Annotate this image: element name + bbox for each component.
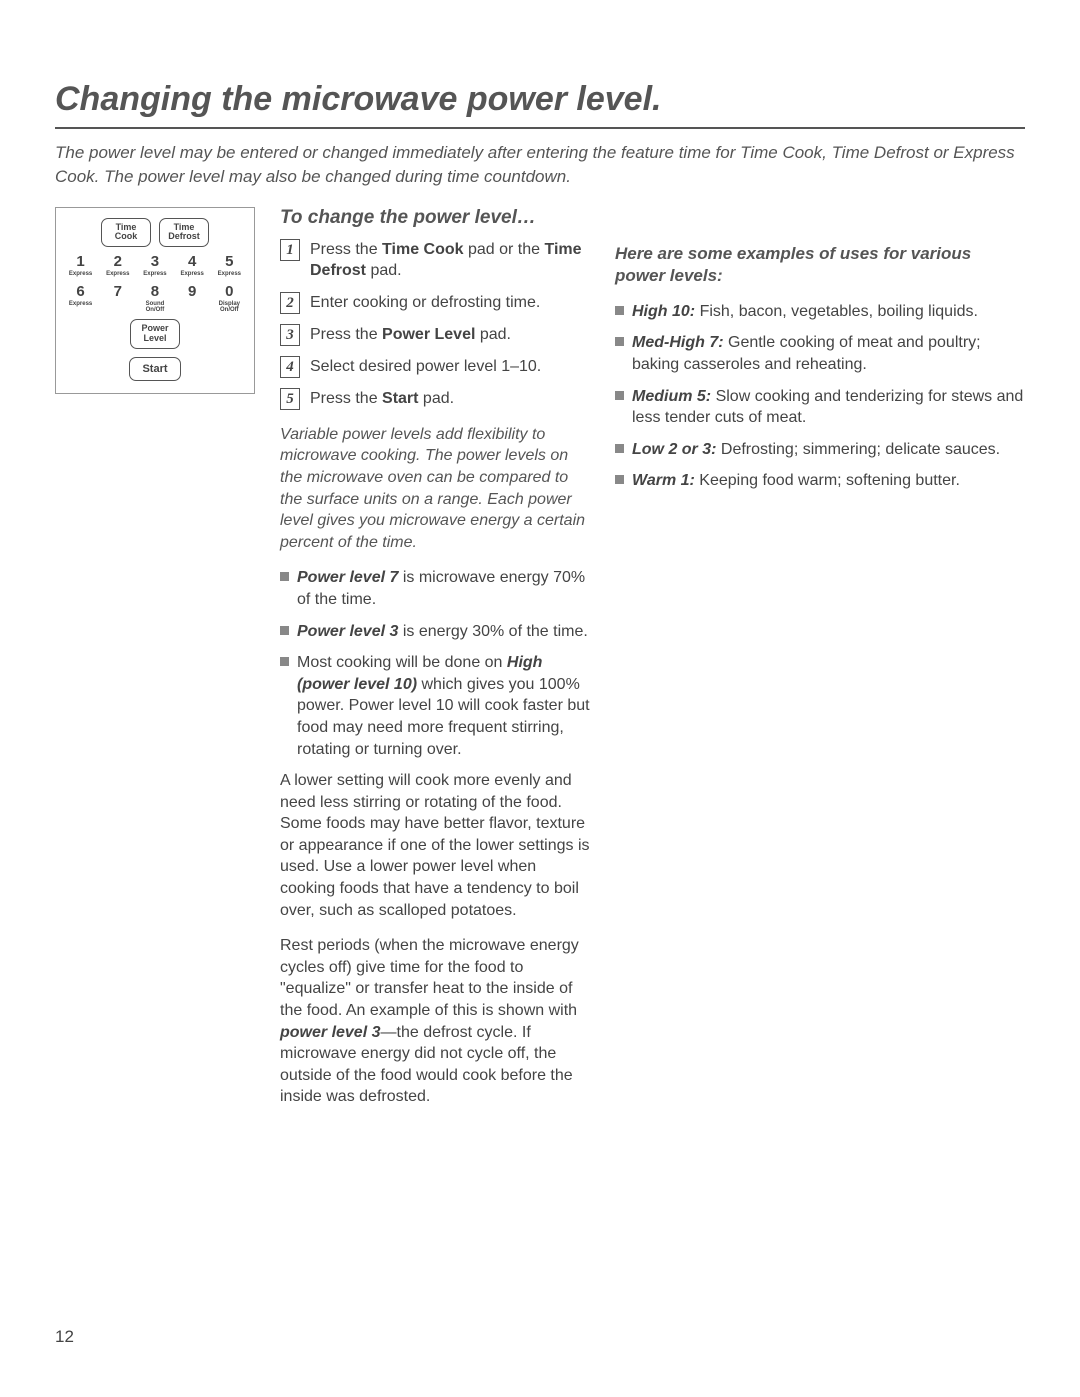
examples-heading: Here are some examples of uses for vario…	[615, 243, 1025, 287]
step-4: 4 Select desired power level 1–10.	[280, 356, 590, 378]
step-3: 3 Press the Power Level pad.	[280, 324, 590, 346]
step-number-icon: 1	[280, 239, 300, 261]
step-number-icon: 2	[280, 292, 300, 314]
square-bullet-icon	[280, 626, 289, 635]
keypad-time-cook: TimeCook	[101, 218, 151, 248]
step-2: 2 Enter cooking or defrosting time.	[280, 292, 590, 314]
keypad-diagram: TimeCook TimeDefrost 1Express 2Express 3…	[55, 207, 255, 395]
title-rule	[55, 127, 1025, 129]
rest-periods-paragraph: Rest periods (when the microwave energy …	[280, 935, 590, 1108]
sub-title: To change the power level…	[280, 207, 590, 229]
step-number-icon: 3	[280, 324, 300, 346]
step-number-icon: 4	[280, 356, 300, 378]
square-bullet-icon	[615, 306, 624, 315]
examples-column: Here are some examples of uses for vario…	[615, 207, 1025, 1122]
keypad-time-defrost: TimeDefrost	[159, 218, 209, 248]
square-bullet-icon	[615, 475, 624, 484]
page-number: 12	[55, 1327, 74, 1347]
intro-paragraph: The power level may be entered or change…	[55, 141, 1025, 189]
bullet-low-2-3: Low 2 or 3: Defrosting; simmering; delic…	[615, 439, 1025, 461]
bullet-medium-5: Medium 5: Slow cooking and tenderizing f…	[615, 386, 1025, 429]
lower-setting-paragraph: A lower setting will cook more evenly an…	[280, 770, 590, 921]
bullet-high-10-example: High 10: Fish, bacon, vegetables, boilin…	[615, 301, 1025, 323]
bullet-warm-1: Warm 1: Keeping food warm; softening but…	[615, 470, 1025, 492]
instructions-column: To change the power level… 1 Press the T…	[280, 207, 590, 1122]
step-1: 1 Press the Time Cook pad or the Time De…	[280, 239, 590, 282]
square-bullet-icon	[615, 337, 624, 346]
step-5: 5 Press the Start pad.	[280, 388, 590, 410]
square-bullet-icon	[615, 444, 624, 453]
square-bullet-icon	[280, 657, 289, 666]
bullet-high-10: Most cooking will be done on High (power…	[280, 652, 590, 760]
keypad-power-level: PowerLevel	[130, 319, 180, 349]
square-bullet-icon	[615, 391, 624, 400]
page-title: Changing the microwave power level.	[55, 80, 1025, 119]
variable-power-paragraph: Variable power levels add flexibility to…	[280, 424, 590, 554]
keypad-row-1: 1Express 2Express 3Express 4Express 5Exp…	[62, 253, 248, 277]
step-number-icon: 5	[280, 388, 300, 410]
keypad-row-2: 6Express 7 8Sound On/Off 9 0Display On/O…	[62, 283, 248, 313]
content-columns: TimeCook TimeDefrost 1Express 2Express 3…	[55, 207, 1025, 1122]
bullet-power-3: Power level 3 is energy 30% of the time.	[280, 621, 590, 643]
bullet-med-high-7: Med-High 7: Gentle cooking of meat and p…	[615, 332, 1025, 375]
keypad-start: Start	[129, 357, 181, 381]
square-bullet-icon	[280, 572, 289, 581]
keypad-column: TimeCook TimeDefrost 1Express 2Express 3…	[55, 207, 255, 1122]
bullet-power-7: Power level 7 is microwave energy 70% of…	[280, 567, 590, 610]
